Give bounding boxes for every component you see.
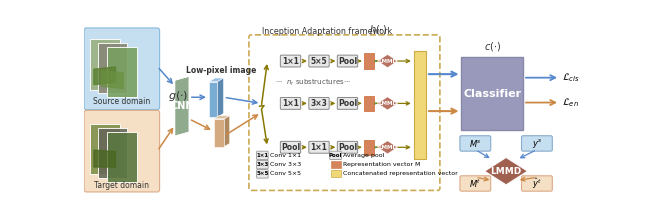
Text: Pool: Pool: [329, 153, 343, 158]
Text: $y^s$: $y^s$: [532, 137, 542, 150]
Polygon shape: [214, 116, 230, 119]
FancyBboxPatch shape: [257, 170, 268, 178]
FancyBboxPatch shape: [84, 110, 160, 192]
FancyBboxPatch shape: [330, 151, 341, 160]
Text: LMMD: LMMD: [378, 145, 397, 150]
FancyBboxPatch shape: [107, 47, 137, 97]
Text: 1×1: 1×1: [256, 153, 269, 158]
FancyBboxPatch shape: [460, 136, 490, 151]
FancyBboxPatch shape: [257, 160, 268, 169]
Text: Conv 3×3: Conv 3×3: [270, 162, 301, 167]
Text: $M^t$: $M^t$: [469, 177, 482, 190]
Polygon shape: [209, 82, 217, 117]
Text: Low-pixel image: Low-pixel image: [186, 66, 256, 75]
FancyBboxPatch shape: [309, 141, 329, 153]
FancyBboxPatch shape: [280, 55, 301, 67]
Text: Inception Adaptation framework: Inception Adaptation framework: [261, 27, 392, 36]
FancyBboxPatch shape: [98, 128, 127, 178]
Polygon shape: [224, 116, 230, 147]
Polygon shape: [485, 158, 527, 185]
Polygon shape: [214, 119, 224, 147]
Bar: [331, 170, 341, 177]
Text: LMMD: LMMD: [378, 101, 397, 106]
FancyBboxPatch shape: [309, 55, 329, 67]
Polygon shape: [217, 78, 224, 117]
FancyBboxPatch shape: [84, 28, 160, 110]
Text: 3×3: 3×3: [311, 99, 327, 108]
Text: ···  $n_r$ substructures···: ··· $n_r$ substructures···: [275, 77, 351, 88]
FancyBboxPatch shape: [309, 97, 329, 109]
Text: $g(\cdot)$: $g(\cdot)$: [168, 89, 188, 103]
Text: Target domain: Target domain: [94, 181, 149, 189]
Text: 5×5: 5×5: [311, 57, 327, 66]
FancyBboxPatch shape: [337, 55, 358, 67]
Bar: [364, 53, 374, 69]
FancyBboxPatch shape: [90, 124, 119, 174]
Text: LMMD: LMMD: [490, 167, 522, 176]
Text: Pool: Pool: [281, 143, 300, 152]
Bar: [364, 96, 374, 111]
Text: 1×1: 1×1: [282, 99, 299, 108]
Text: $\mathcal{L}_{cls}$: $\mathcal{L}_{cls}$: [562, 71, 580, 84]
Text: $\hat{y}^t$: $\hat{y}^t$: [532, 176, 542, 191]
Text: Pool: Pool: [338, 57, 357, 66]
Text: 3×3: 3×3: [256, 162, 269, 167]
FancyBboxPatch shape: [90, 40, 119, 90]
Text: Conv 5×5: Conv 5×5: [270, 171, 301, 176]
Text: 1×1: 1×1: [311, 143, 327, 152]
FancyBboxPatch shape: [107, 132, 137, 182]
Text: 1×1: 1×1: [282, 57, 299, 66]
Text: Representation vector M: Representation vector M: [343, 162, 420, 167]
Text: Source domain: Source domain: [93, 97, 150, 106]
Text: $M^s$: $M^s$: [469, 138, 482, 149]
Bar: [364, 139, 374, 155]
Text: Concatenated representation vector: Concatenated representation vector: [343, 171, 457, 176]
Text: $\mathcal{L}_{en}$: $\mathcal{L}_{en}$: [562, 96, 579, 109]
Text: $h(\cdot)$: $h(\cdot)$: [370, 23, 387, 36]
Text: Classifier: Classifier: [463, 89, 521, 99]
Text: Pool: Pool: [338, 99, 357, 108]
Polygon shape: [209, 78, 224, 82]
FancyBboxPatch shape: [257, 151, 268, 160]
FancyBboxPatch shape: [521, 176, 552, 191]
Text: Conv 1×1: Conv 1×1: [270, 153, 301, 158]
Polygon shape: [175, 77, 189, 80]
FancyBboxPatch shape: [337, 141, 358, 153]
FancyBboxPatch shape: [280, 97, 301, 109]
FancyBboxPatch shape: [98, 43, 127, 93]
Bar: [461, 57, 523, 130]
Text: Pool: Pool: [338, 143, 357, 152]
Polygon shape: [175, 77, 189, 136]
Text: Average pool: Average pool: [343, 153, 384, 158]
FancyBboxPatch shape: [521, 136, 552, 151]
Polygon shape: [378, 55, 397, 68]
FancyBboxPatch shape: [460, 176, 490, 191]
Polygon shape: [378, 141, 397, 154]
Polygon shape: [378, 97, 397, 110]
Text: 5×5: 5×5: [256, 171, 269, 176]
FancyBboxPatch shape: [337, 97, 358, 109]
FancyBboxPatch shape: [280, 141, 301, 153]
Text: CNN: CNN: [170, 101, 193, 112]
Bar: [414, 51, 426, 159]
Text: LMMD: LMMD: [378, 59, 397, 64]
Bar: [331, 161, 341, 168]
Text: $c(\cdot)$: $c(\cdot)$: [484, 40, 501, 53]
